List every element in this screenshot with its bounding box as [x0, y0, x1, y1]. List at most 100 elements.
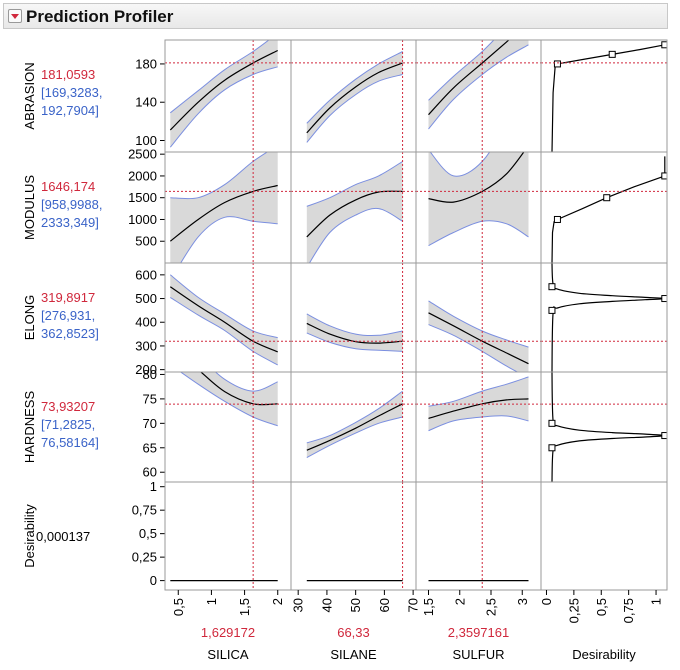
upper-confidence-curve [169, 274, 278, 339]
desirability-function [551, 372, 666, 482]
y-tick-label: 2500 [128, 147, 157, 162]
cell-elong-3 [541, 263, 667, 372]
cell-frame [540, 151, 668, 264]
x-tick-label: 2,5 [484, 598, 499, 616]
prediction-trace [428, 312, 529, 365]
desirability-handle [608, 50, 616, 58]
y-tick-label: 60 [143, 465, 157, 480]
x-tick-label: 60 [377, 598, 392, 612]
lower-confidence-curve [428, 44, 529, 130]
y-tick-label: 1000 [128, 212, 157, 227]
cell-abrasion-0 [165, 40, 291, 152]
x-tick-label: 2 [270, 598, 285, 605]
prediction-trace [306, 190, 403, 238]
confidence-band [306, 313, 403, 352]
cell-frame [540, 39, 668, 153]
cell-frame [415, 481, 542, 591]
upper-confidence-curve [214, 372, 278, 392]
desirability-handle [661, 432, 667, 440]
x-tick-label: 2 [452, 598, 467, 605]
desirability-handle [548, 444, 556, 452]
profiler-title-bar: Prediction Profiler [3, 3, 668, 29]
y-tick-label: 70 [143, 416, 157, 431]
prediction-trace [428, 152, 525, 203]
cell-abrasion-1 [291, 40, 416, 152]
desirability-handle [661, 41, 667, 49]
y-tick-label: 0,75 [132, 503, 157, 518]
upper-confidence-curve [428, 40, 495, 101]
lower-confidence-curve [308, 207, 403, 263]
red-triangle-down-icon[interactable] [8, 9, 22, 23]
prediction-trace [428, 398, 529, 419]
confidence-band [428, 300, 529, 372]
x-tick-label: 30 [291, 598, 306, 612]
desirability-handle [661, 295, 667, 303]
y-tick-label: 500 [135, 291, 157, 306]
upper-confidence-curve [428, 376, 529, 407]
upper-confidence-curve [169, 40, 270, 114]
desirability-axis-name: Desirability [572, 647, 636, 662]
prediction-trace [169, 49, 278, 131]
y-tick-label: 75 [143, 391, 157, 406]
predicted-value-abrasion: 181,0593 [41, 67, 95, 82]
confidence-band [428, 40, 529, 129]
response-name-hardness: HARDNESS [22, 391, 37, 464]
x-tick-label: 0 [539, 598, 554, 605]
x-tick-label: 50 [348, 598, 363, 612]
desirability-handle [548, 306, 556, 314]
y-tick-label: 500 [135, 234, 157, 249]
y-tick-label: 65 [143, 440, 157, 455]
confidence-interval-line: [71,2825, [41, 417, 95, 432]
x-tick-label: 1,5 [421, 598, 436, 616]
x-tick-label: 0,5 [594, 598, 609, 616]
cell-abrasion-2 [416, 40, 541, 152]
response-name-modulus: MODULUS [22, 175, 37, 240]
y-tick-label: 0,25 [132, 550, 157, 565]
current-value-sulfur: 2,3597161 [448, 625, 509, 640]
response-name-elong: ELONG [22, 295, 37, 341]
current-value-silica: 1,629172 [201, 625, 255, 640]
lower-confidence-curve [169, 66, 278, 148]
x-tick-label: 0,75 [621, 598, 636, 623]
confidence-interval-line: 2333,349] [41, 215, 99, 230]
lower-confidence-curve [306, 74, 403, 143]
cell-desirability-1 [306, 482, 404, 590]
y-tick-label: 200 [135, 362, 157, 377]
desirability-handle [553, 60, 561, 68]
confidence-interval-line: [276,931, [41, 308, 95, 323]
cell-frame [540, 262, 668, 373]
confidence-band [428, 152, 529, 246]
confidence-band [428, 376, 529, 431]
predicted-value-desirability: 0,000137 [36, 529, 90, 544]
lower-confidence-curve [180, 216, 278, 263]
confidence-band [306, 391, 403, 458]
upper-confidence-curve [306, 390, 403, 444]
confidence-band [306, 161, 403, 263]
desirability-handle [548, 283, 556, 291]
cell-hardness-1 [291, 372, 416, 482]
prediction-trace [428, 40, 510, 116]
y-tick-label: 2000 [128, 168, 157, 183]
x-tick-label: 3 [515, 598, 530, 605]
x-tick-label: 70 [406, 598, 421, 612]
confidence-interval-line: [169,3283, [41, 85, 102, 100]
y-tick-label: 600 [135, 267, 157, 282]
cell-hardness-3 [541, 372, 667, 482]
y-tick-label: 80 [143, 367, 157, 382]
prediction-trace [169, 184, 278, 242]
confidence-band [306, 51, 403, 143]
desirability-function [551, 156, 666, 263]
cell-frame [164, 481, 292, 591]
x-tick-label: 1,5 [237, 598, 252, 616]
cell-elong-2 [416, 263, 541, 372]
factor-name-silica: SILICA [207, 647, 249, 662]
upper-confidence-curve [306, 51, 403, 124]
y-tick-label: 0,5 [139, 526, 157, 541]
desirability-function [551, 44, 665, 152]
current-value-silane: 66,33 [337, 625, 370, 640]
response-name-desirability: Desirability [22, 504, 37, 568]
cell-elong-1 [291, 263, 416, 372]
factor-name-silane: SILANE [330, 647, 377, 662]
desirability-handle [661, 172, 667, 180]
